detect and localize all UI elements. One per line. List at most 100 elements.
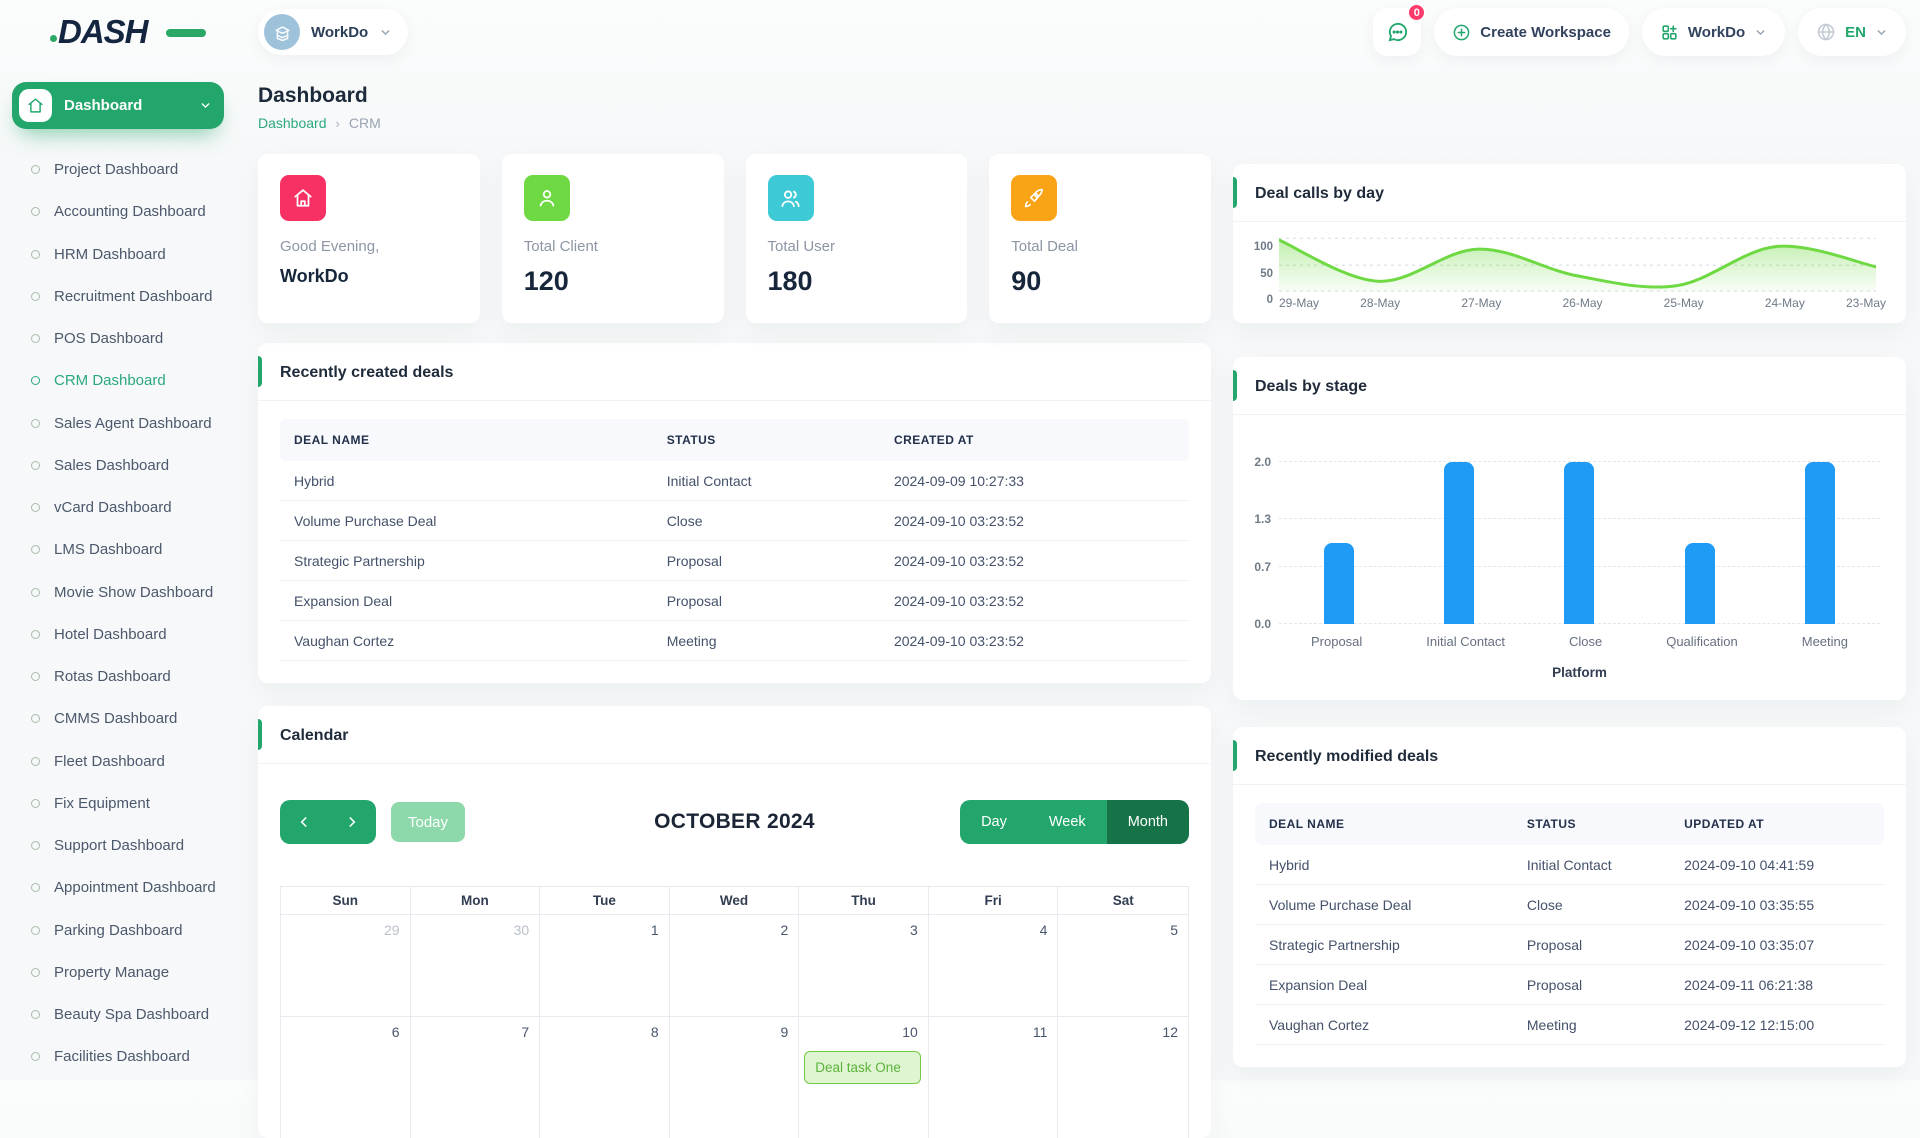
- bullet-circle-icon: [31, 798, 40, 808]
- day-number: 11: [1032, 1024, 1048, 1040]
- sidebar-item-sales-agent-dashboard[interactable]: Sales Agent Dashboard: [12, 403, 224, 445]
- bullet-circle-icon: [31, 629, 40, 639]
- table-cell: Volume Purchase Deal: [1269, 896, 1412, 913]
- sidebar-item-accounting-dashboard[interactable]: Accounting Dashboard: [12, 191, 224, 233]
- day-number: 5: [1170, 922, 1178, 938]
- calendar-day-cell[interactable]: 2: [670, 915, 800, 1016]
- calendar-view-month-button[interactable]: Month: [1106, 800, 1189, 844]
- sidebar-item-label: LMS Dashboard: [54, 541, 163, 559]
- calendar-prev-button[interactable]: [280, 800, 328, 844]
- card-title: Recently created deals: [280, 364, 454, 381]
- calendar-view-week-button[interactable]: Week: [1027, 800, 1107, 844]
- breadcrumb-dashboard-link[interactable]: Dashboard: [258, 115, 327, 131]
- sidebar-item-beauty-spa-dashboard[interactable]: Beauty Spa Dashboard: [12, 994, 224, 1036]
- sidebar-item-hrm-dashboard[interactable]: HRM Dashboard: [12, 234, 224, 276]
- sidebar-item-rotas-dashboard[interactable]: Rotas Dashboard: [12, 656, 224, 698]
- calendar-view-day-button[interactable]: Day: [960, 800, 1028, 844]
- table-row: Volume Purchase Deal Close 2024-09-10 03:2…: [280, 501, 1189, 541]
- calendar-day-cell[interactable]: 10 Deal task One: [799, 1017, 929, 1138]
- sidebar-item-label: Sales Dashboard: [54, 456, 170, 474]
- bar: [1324, 543, 1355, 624]
- day-number: 9: [780, 1024, 789, 1040]
- sidebar-item-fleet-dashboard[interactable]: Fleet Dashboard: [12, 741, 224, 783]
- sidebar-item-dashboard[interactable]: Dashboard: [12, 82, 224, 129]
- calendar-day-cell[interactable]: 6: [281, 1017, 411, 1138]
- language-selector[interactable]: EN: [1798, 8, 1906, 56]
- calendar-day-cell[interactable]: 1: [540, 915, 670, 1016]
- card-header: Deal calls by day: [1233, 164, 1906, 222]
- calendar-today-button[interactable]: Today: [391, 802, 466, 842]
- x-tick-label: 28-May: [1360, 296, 1401, 310]
- bullet-circle-icon: [31, 587, 40, 597]
- card-header: Recently created deals: [258, 343, 1211, 401]
- card-title: Calendar: [280, 727, 349, 744]
- building-icon: [274, 25, 290, 41]
- chevron-down-icon: [1877, 29, 1886, 35]
- stat-label: Total User: [767, 238, 836, 255]
- calendar-day-cell[interactable]: 4: [929, 915, 1059, 1016]
- sidebar-item-lms-dashboard[interactable]: LMS Dashboard: [12, 529, 224, 571]
- language-label: EN: [1845, 23, 1866, 41]
- sidebar-item-pos-dashboard[interactable]: POS Dashboard: [12, 318, 224, 360]
- sidebar-item-appointment-dashboard[interactable]: Appointment Dashboard: [12, 867, 224, 909]
- messages-button[interactable]: 0: [1373, 3, 1427, 56]
- calendar-day-cell[interactable]: 8: [540, 1017, 670, 1138]
- sidebar-item-property-manage[interactable]: Property Manage: [12, 952, 224, 994]
- calendar-day-cell[interactable]: 29: [281, 915, 411, 1016]
- table-cell: Meeting: [1526, 1016, 1577, 1033]
- day-number: 8: [650, 1024, 659, 1040]
- bar-chart-plot: [1279, 459, 1880, 624]
- sidebar-item-label: CRM Dashboard: [54, 372, 166, 390]
- stat-card: Total Deal 90: [989, 154, 1211, 323]
- calendar-event[interactable]: Deal task One: [804, 1051, 921, 1084]
- day-number: 4: [1039, 922, 1048, 938]
- recently-modified-deals-table: DEAL NAME STATUS UPDATED AT Hybrid Initial C…: [1255, 803, 1884, 1045]
- sidebar-item-facilities-dashboard[interactable]: Facilities Dashboard: [12, 1036, 224, 1078]
- bar: [1444, 462, 1475, 624]
- table-cell: Hybrid: [1269, 856, 1310, 873]
- stat-value: 180: [767, 266, 813, 296]
- calendar-day-cell[interactable]: 7: [411, 1017, 541, 1138]
- sidebar-item-fix-equipment[interactable]: Fix Equipment: [12, 783, 224, 825]
- bar-chart-categories: Proposal Initial Contact Close Qualificatio…: [1279, 634, 1880, 649]
- stat-card: Total User 180: [745, 154, 968, 323]
- sidebar-item-recruitment-dashboard[interactable]: Recruitment Dashboard: [12, 276, 224, 318]
- table-cell: Expansion Deal: [294, 592, 393, 609]
- calendar-day-header: Thu: [799, 887, 929, 914]
- sidebar-item-label: Fleet Dashboard: [54, 752, 165, 770]
- y-tick-label: 50: [1260, 268, 1273, 281]
- calendar-day-cell[interactable]: 5: [1058, 915, 1188, 1016]
- sidebar-item-label: Property Manage: [54, 963, 170, 981]
- x-tick-label: 27-May: [1461, 296, 1502, 310]
- sidebar-item-parking-dashboard[interactable]: Parking Dashboard: [12, 910, 224, 952]
- sidebar-item-support-dashboard[interactable]: Support Dashboard: [12, 825, 224, 867]
- table-row: Volume Purchase Deal Close 2024-09-10 03:3…: [1255, 885, 1884, 925]
- sidebar-item-crm-dashboard[interactable]: CRM Dashboard: [12, 360, 224, 402]
- calendar-day-cell[interactable]: 30: [411, 915, 541, 1016]
- sidebar-item-project-dashboard[interactable]: Project Dashboard: [12, 149, 224, 191]
- calendar-next-button[interactable]: [328, 800, 376, 844]
- sidebar-item-movie-show-dashboard[interactable]: Movie Show Dashboard: [12, 572, 224, 614]
- calendar-day-cell[interactable]: 11: [929, 1017, 1059, 1138]
- table-cell: Strategic Partnership: [294, 552, 425, 569]
- calendar-day-cell[interactable]: 3: [799, 915, 929, 1016]
- create-workspace-button[interactable]: Create Workspace: [1434, 8, 1629, 56]
- top-header: DASH WorkDo 0 Create Workspace WorkDo EN: [0, 0, 1920, 64]
- calendar-week-row: 29 30 1 2 3 4 5: [281, 914, 1188, 1016]
- sidebar-item-sales-dashboard[interactable]: Sales Dashboard: [12, 445, 224, 487]
- calendar-day-cell[interactable]: 12: [1058, 1017, 1188, 1138]
- sidebar-item-vcard-dashboard[interactable]: vCard Dashboard: [12, 487, 224, 529]
- table-row: Vaughan Cortez Meeting 2024-09-12 12:15:00: [1255, 1005, 1884, 1045]
- sidebar-item-hotel-dashboard[interactable]: Hotel Dashboard: [12, 614, 224, 656]
- table-cell: Expansion Deal: [1269, 976, 1368, 993]
- calendar-day-cell[interactable]: 9: [670, 1017, 800, 1138]
- workspace-menu-button[interactable]: WorkDo: [1641, 8, 1786, 56]
- table-row: Strategic Partnership Proposal 2024-09-10 …: [280, 541, 1189, 581]
- chevron-down-icon: [201, 103, 210, 109]
- workspace-switcher-chip[interactable]: WorkDo: [258, 9, 409, 55]
- sidebar-item-label: Parking Dashboard: [54, 921, 183, 939]
- stat-card: Good Evening, WorkDo: [258, 154, 480, 323]
- sidebar-item-cmms-dashboard[interactable]: CMMS Dashboard: [12, 698, 224, 740]
- logo-text: DASH: [58, 13, 149, 50]
- table-cell: Proposal: [1526, 936, 1583, 953]
